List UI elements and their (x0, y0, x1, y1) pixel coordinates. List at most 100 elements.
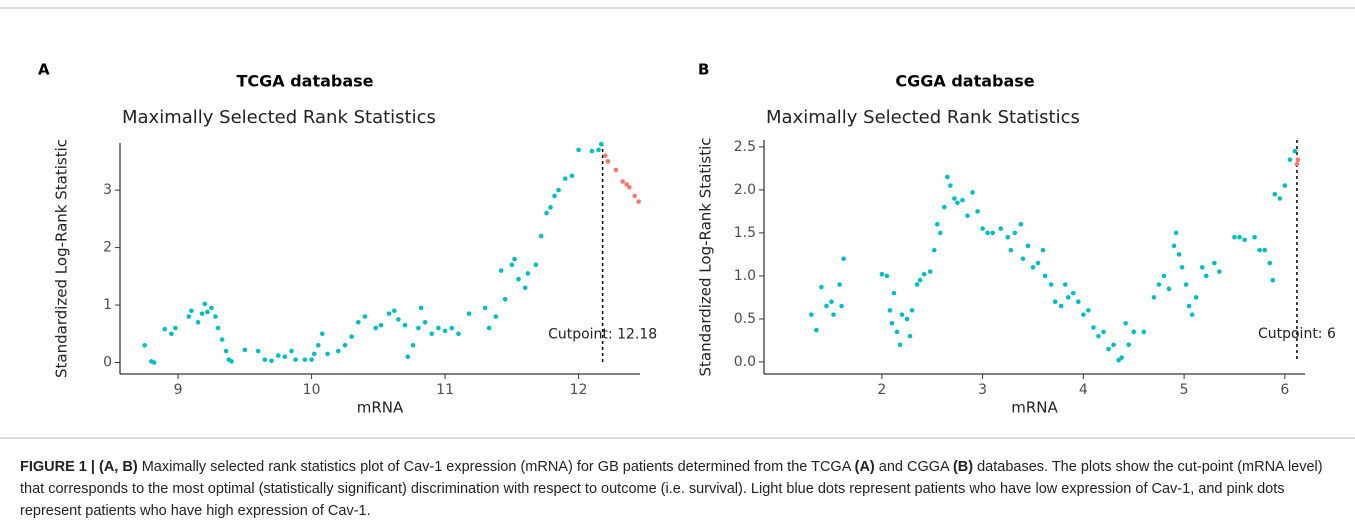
point (219, 337, 225, 342)
point (223, 348, 229, 354)
point (289, 348, 294, 354)
point (824, 303, 829, 309)
point (917, 277, 923, 283)
x-tick-label: 4 (1079, 382, 1088, 398)
point (556, 187, 561, 193)
point (1237, 234, 1242, 240)
point (169, 331, 174, 337)
point (576, 147, 581, 153)
point (952, 196, 957, 201)
point (209, 305, 214, 311)
point (493, 314, 499, 319)
panel-letter: A (38, 61, 50, 79)
point (1086, 308, 1091, 313)
point (889, 320, 895, 326)
caption-text: and CGGA (874, 459, 953, 475)
point (1040, 247, 1046, 253)
point (516, 276, 521, 282)
point (938, 230, 943, 236)
point (1212, 260, 1217, 266)
point (186, 314, 192, 319)
point (1183, 282, 1189, 287)
point (229, 359, 234, 364)
point (1156, 282, 1162, 287)
point (960, 197, 965, 203)
point (205, 309, 210, 315)
x-axis-label: mRNA (1011, 399, 1058, 417)
point (1018, 222, 1024, 227)
point (632, 193, 637, 199)
point (269, 358, 274, 364)
point (931, 247, 937, 253)
point (422, 319, 428, 325)
point (1008, 247, 1014, 253)
point (362, 314, 368, 319)
y-tick-label: 0 (103, 355, 112, 371)
point (402, 322, 408, 328)
point (909, 308, 915, 313)
point (602, 153, 608, 158)
point (552, 193, 557, 199)
point (548, 205, 553, 210)
point (309, 357, 314, 362)
point (199, 311, 205, 316)
y-tick-label: 2.0 (734, 182, 756, 198)
point (1052, 299, 1058, 305)
point (1173, 230, 1179, 236)
point (934, 222, 940, 227)
point (1048, 282, 1054, 287)
point (1042, 273, 1048, 279)
point (1111, 342, 1116, 348)
y-tick-label: 0.5 (734, 311, 756, 327)
point (945, 174, 950, 180)
x-tick-label: 3 (978, 382, 987, 398)
point (195, 319, 201, 325)
point (1257, 247, 1262, 253)
point (418, 305, 424, 311)
point (907, 333, 913, 339)
caption-text: FIGURE 1 | (20, 459, 99, 475)
point (1217, 269, 1222, 274)
point (1232, 234, 1237, 240)
point (151, 360, 157, 365)
point (589, 148, 595, 154)
point (538, 233, 544, 239)
point (927, 269, 933, 274)
point (1166, 286, 1172, 292)
point (894, 329, 900, 335)
point (142, 342, 147, 348)
point (1101, 329, 1106, 335)
point (1030, 265, 1036, 270)
point (839, 303, 844, 309)
point (1295, 157, 1301, 163)
point (891, 290, 897, 296)
y-tick-label: 1.0 (734, 268, 756, 284)
point (620, 179, 625, 184)
point (311, 351, 317, 357)
point (319, 331, 325, 337)
point (1116, 357, 1121, 363)
point (373, 325, 378, 331)
point (887, 308, 893, 313)
point (342, 342, 348, 348)
point (904, 316, 910, 322)
point (948, 183, 953, 188)
point (899, 312, 905, 317)
point (466, 311, 472, 316)
point (1020, 256, 1026, 262)
chart-title: TCGA database (236, 72, 373, 91)
point (829, 299, 834, 305)
point (1179, 265, 1185, 270)
point (396, 317, 401, 322)
point (970, 190, 975, 195)
point (1126, 342, 1131, 348)
point (1025, 243, 1031, 249)
point (955, 200, 960, 206)
point (1171, 243, 1177, 249)
caption-text: Maximally selected rank statistics plot … (137, 459, 855, 475)
caption-text: (B) (952, 459, 974, 475)
point (819, 284, 824, 290)
point (282, 354, 288, 360)
point (1070, 290, 1076, 296)
y-tick-label: 3 (103, 182, 112, 198)
